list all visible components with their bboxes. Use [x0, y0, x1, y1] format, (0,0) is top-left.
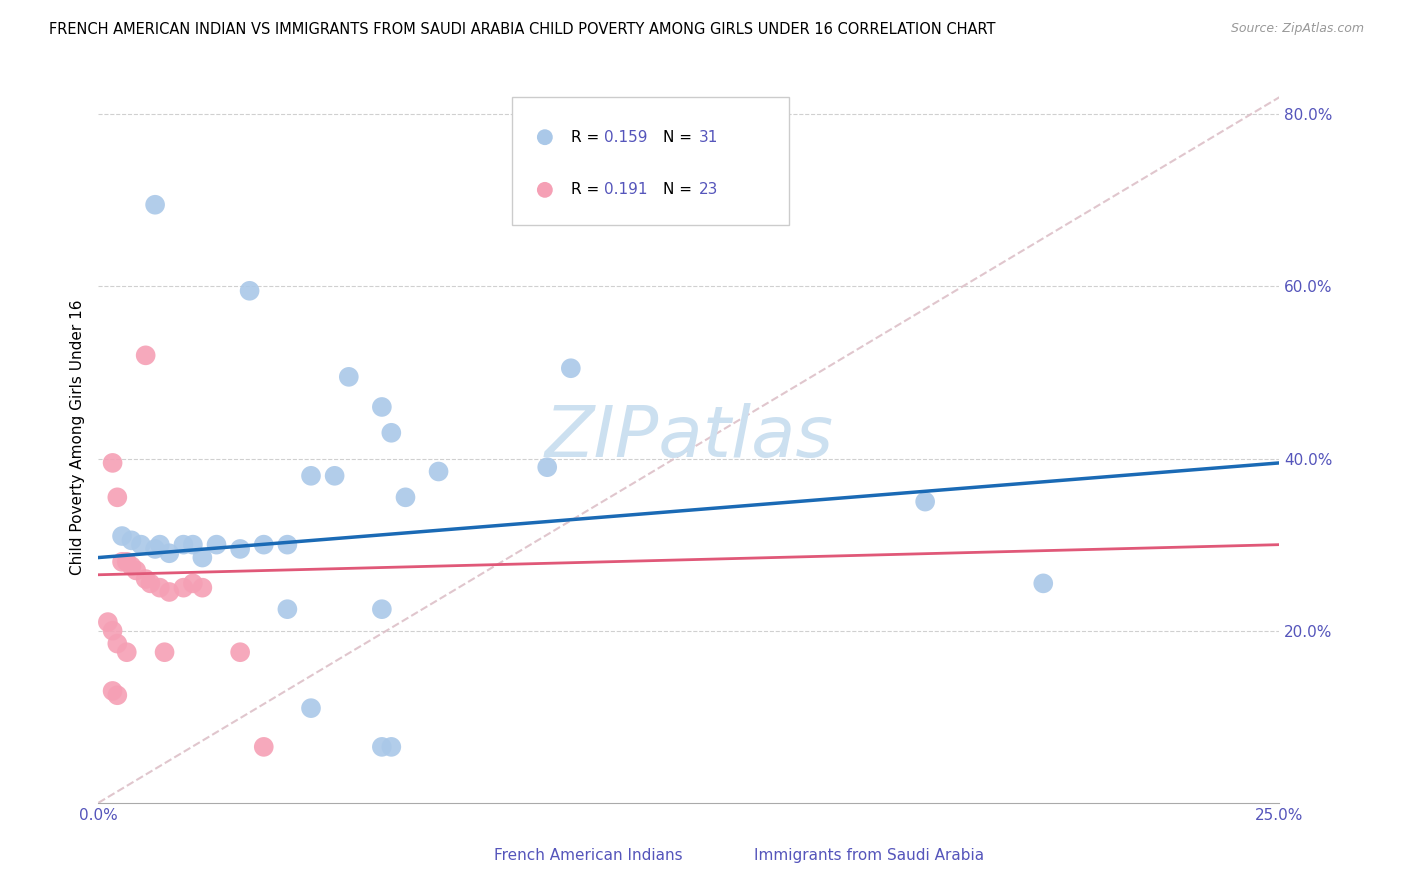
Point	[149, 538, 172, 552]
Point	[191, 550, 214, 565]
Point	[253, 739, 276, 754]
Point	[914, 494, 936, 508]
Point	[101, 624, 124, 638]
Text: 23: 23	[699, 182, 718, 197]
Point	[371, 739, 394, 754]
Point	[191, 581, 214, 595]
Point	[229, 541, 252, 556]
Point	[157, 585, 180, 599]
Point	[299, 468, 322, 483]
Point	[1032, 576, 1054, 591]
Point	[380, 739, 402, 754]
Text: French American Indians: French American Indians	[494, 848, 683, 863]
Point	[135, 572, 157, 586]
Point	[101, 684, 124, 698]
Text: ZIPatlas: ZIPatlas	[544, 402, 834, 472]
Text: Source: ZipAtlas.com: Source: ZipAtlas.com	[1230, 22, 1364, 36]
Y-axis label: Child Poverty Among Girls Under 16: Child Poverty Among Girls Under 16	[69, 300, 84, 574]
Point	[181, 538, 204, 552]
Point	[125, 564, 148, 578]
Point	[536, 460, 558, 475]
Text: 0.159: 0.159	[605, 129, 647, 145]
Text: 0.191: 0.191	[605, 182, 647, 197]
Text: R =: R =	[571, 129, 605, 145]
Point	[135, 348, 157, 362]
Point	[129, 538, 152, 552]
Text: R =: R =	[571, 182, 605, 197]
Point	[380, 425, 402, 440]
Point	[149, 581, 172, 595]
Point	[143, 198, 166, 212]
Point	[115, 645, 138, 659]
Point	[105, 491, 128, 505]
Point	[427, 465, 450, 479]
Point	[111, 555, 134, 569]
Point	[115, 555, 138, 569]
FancyBboxPatch shape	[512, 97, 789, 225]
Point	[253, 538, 276, 552]
Point	[371, 602, 394, 616]
Point	[172, 538, 194, 552]
Point	[121, 559, 143, 574]
Text: Immigrants from Saudi Arabia: Immigrants from Saudi Arabia	[754, 848, 984, 863]
Point	[101, 456, 124, 470]
Point	[172, 581, 194, 595]
Point	[105, 688, 128, 702]
Point	[229, 645, 252, 659]
Text: N =: N =	[664, 129, 697, 145]
Point	[560, 361, 582, 376]
Point	[323, 468, 346, 483]
Point	[111, 529, 134, 543]
Point	[157, 546, 180, 560]
Point	[239, 284, 262, 298]
Point	[121, 533, 143, 548]
Point	[299, 701, 322, 715]
Text: 31: 31	[699, 129, 718, 145]
Point	[337, 369, 360, 384]
Point	[143, 541, 166, 556]
Text: N =: N =	[664, 182, 697, 197]
Point	[105, 637, 128, 651]
Point	[153, 645, 176, 659]
Point	[97, 615, 120, 629]
Point	[394, 491, 416, 505]
Point	[205, 538, 228, 552]
Point	[371, 400, 394, 414]
Point	[276, 538, 298, 552]
Point	[181, 576, 204, 591]
Point	[276, 602, 298, 616]
Text: FRENCH AMERICAN INDIAN VS IMMIGRANTS FROM SAUDI ARABIA CHILD POVERTY AMONG GIRLS: FRENCH AMERICAN INDIAN VS IMMIGRANTS FRO…	[49, 22, 995, 37]
Point	[139, 576, 162, 591]
